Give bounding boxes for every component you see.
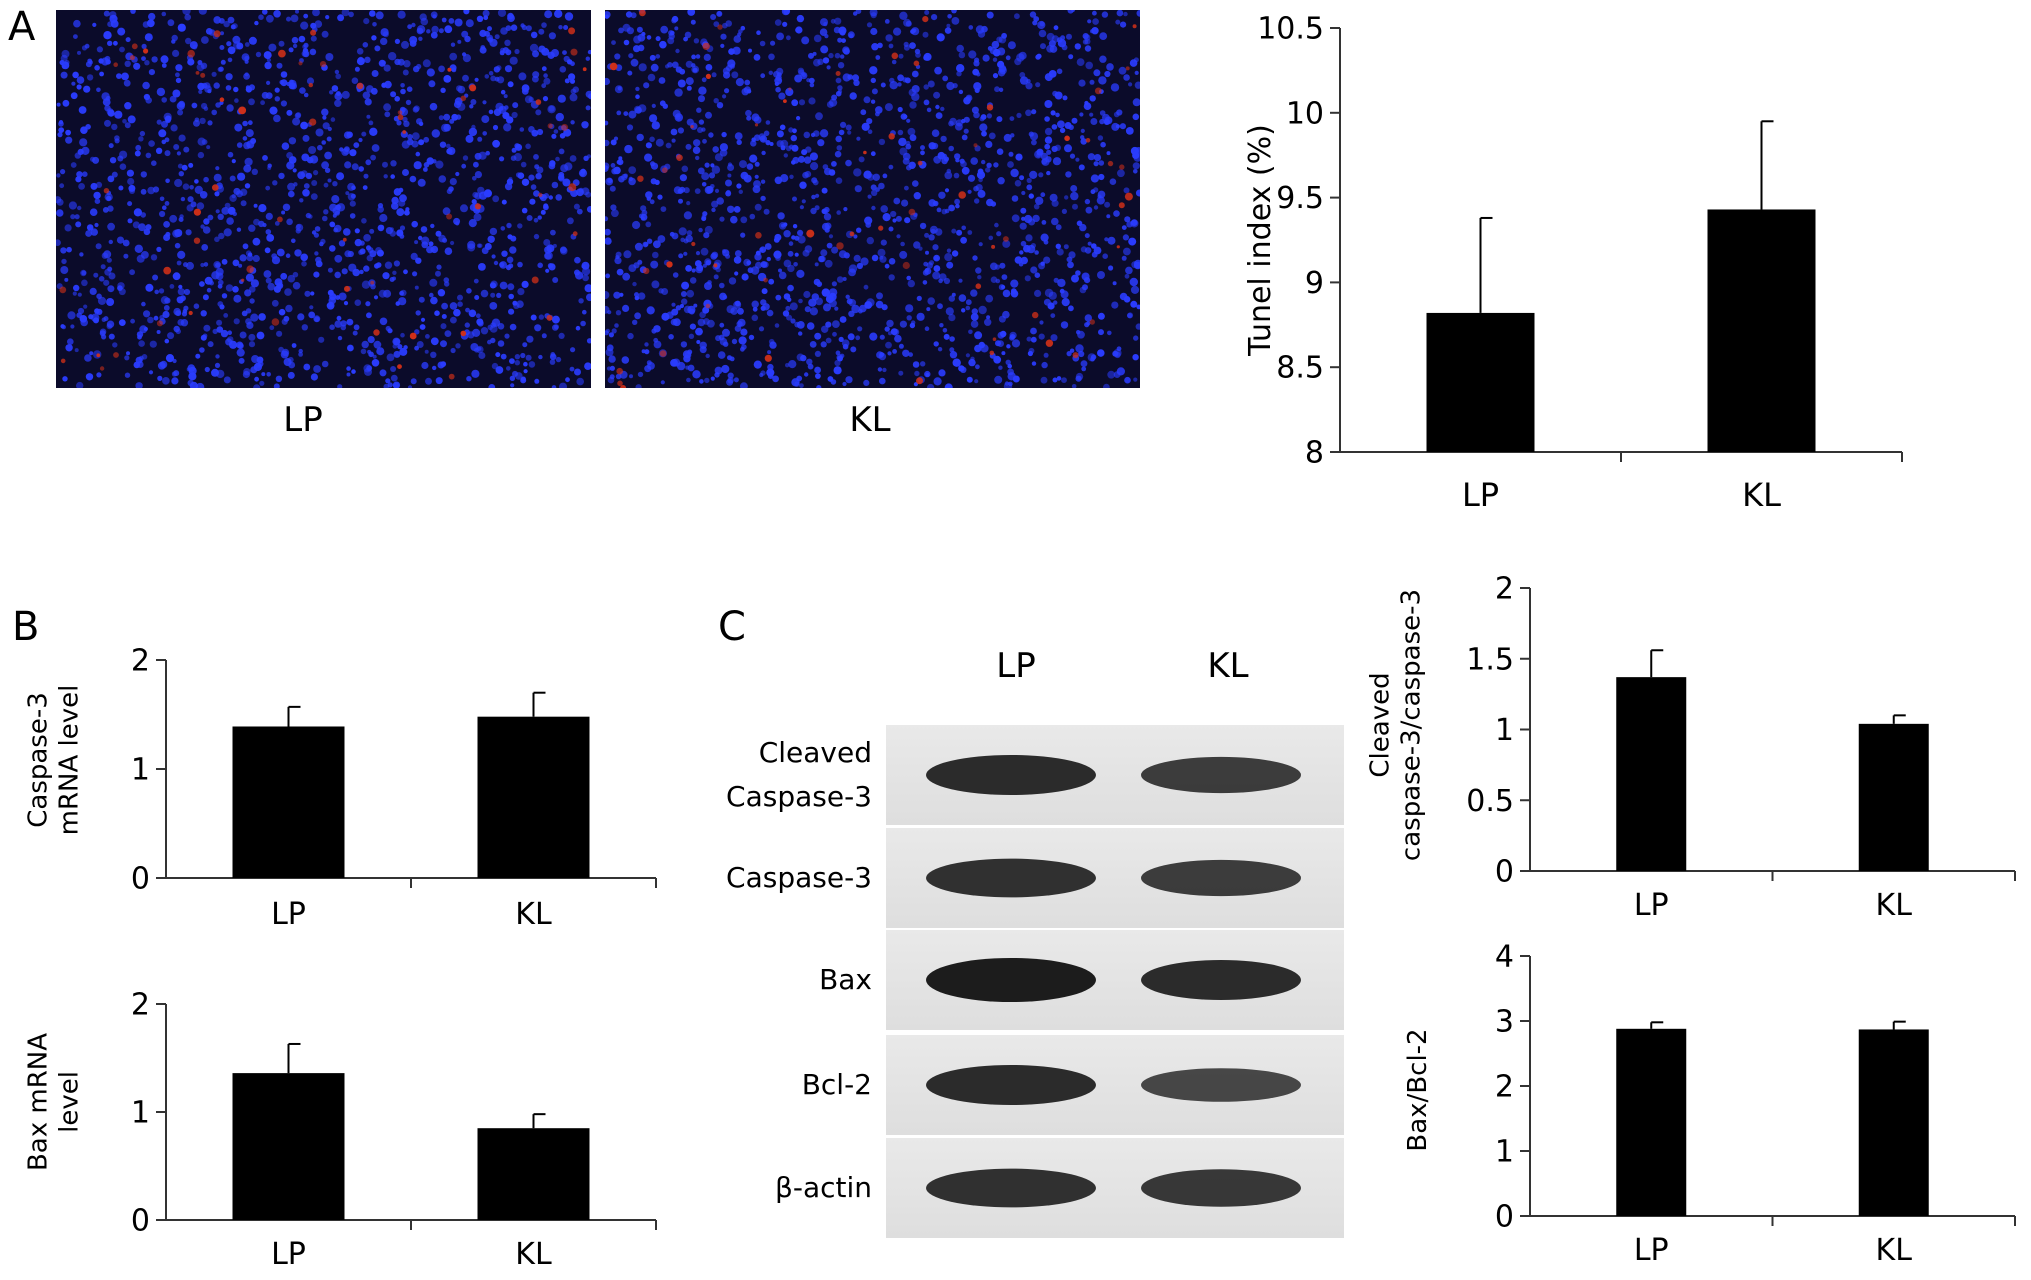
bar-kl bbox=[1858, 723, 1929, 871]
blot-band bbox=[926, 1168, 1096, 1208]
bar-lp bbox=[232, 726, 345, 878]
tunel-signal bbox=[609, 10, 1137, 388]
y-axis-label: Bax mRNAlevel bbox=[23, 1033, 84, 1171]
blot-row-label: Cleaved Caspase-3 bbox=[692, 731, 872, 819]
blot-row-label-line: Cleaved bbox=[758, 736, 872, 769]
blot-strip bbox=[886, 930, 1344, 1030]
x-category-label: LP bbox=[271, 1237, 306, 1272]
y-tick-label: 10 bbox=[1286, 96, 1324, 131]
blot-band bbox=[1141, 1169, 1301, 1207]
blot-strip bbox=[886, 725, 1344, 825]
bar-lp bbox=[1616, 677, 1687, 871]
panel-letter-c: C bbox=[718, 604, 746, 650]
y-tick-label: 1 bbox=[131, 753, 150, 788]
y-tick-label: 0.5 bbox=[1466, 784, 1514, 819]
y-axis-label: Cleavedcaspase-3/caspase-3 bbox=[1365, 589, 1426, 861]
bar-kl bbox=[1858, 1029, 1929, 1216]
y-tick-label: 4 bbox=[1495, 940, 1514, 975]
y-tick-label: 8.5 bbox=[1276, 351, 1324, 386]
y-tick-label: 0 bbox=[1495, 1200, 1514, 1235]
x-category-label: LP bbox=[271, 897, 306, 932]
blot-row-label-line: Bcl-2 bbox=[801, 1068, 872, 1101]
bar-lp bbox=[232, 1073, 345, 1220]
blot-band bbox=[1141, 859, 1301, 897]
bar-lp bbox=[1426, 312, 1535, 452]
blot-column-kl: KL bbox=[1207, 646, 1249, 686]
blot-band bbox=[926, 858, 1096, 898]
blot-band bbox=[1141, 959, 1301, 1001]
blot-row-label-line: Caspase-3 bbox=[726, 861, 872, 894]
bax-mrna-chart: 0 1 2 LP KL Bax mRNAlevel bbox=[23, 988, 657, 1272]
micrograph-lp bbox=[56, 10, 591, 388]
y-axis-label: Bax/Bcl-2 bbox=[1403, 1028, 1433, 1151]
panel-letter-b: B bbox=[12, 604, 40, 650]
x-category-label: KL bbox=[1876, 1233, 1913, 1268]
nuclei bbox=[56, 10, 591, 388]
blot-strip bbox=[886, 828, 1344, 928]
blot-row-label-line: Caspase-3 bbox=[726, 780, 872, 813]
y-tick-label: 2 bbox=[131, 644, 150, 679]
micrograph-lp-image bbox=[56, 10, 591, 388]
bar-kl bbox=[477, 716, 590, 878]
blot-strip bbox=[886, 1138, 1344, 1238]
blot-row-label: β-actin bbox=[692, 1166, 872, 1210]
blot-column-lp: LP bbox=[996, 646, 1036, 686]
blot-row-label-line: Bax bbox=[819, 963, 872, 996]
bar-kl bbox=[1707, 209, 1816, 452]
cleaved-caspase3-ratio-chart: 0 0.5 1 1.5 2 LP KL Cleavedcaspase-3/caspase-3 bbox=[1365, 572, 2016, 923]
y-tick-label: 1 bbox=[1495, 713, 1514, 748]
x-category-label: KL bbox=[1742, 476, 1781, 514]
y-tick-label: 1.5 bbox=[1466, 642, 1514, 677]
blot-band bbox=[1141, 1068, 1301, 1102]
y-tick-label: 2 bbox=[1495, 572, 1514, 607]
x-category-label: LP bbox=[1634, 1233, 1669, 1268]
micrograph-lp-label: LP bbox=[283, 400, 323, 440]
blot-strip bbox=[886, 1035, 1344, 1135]
bar-lp bbox=[1616, 1028, 1687, 1216]
micrograph-kl-image bbox=[605, 10, 1140, 388]
y-tick-label: 0 bbox=[1495, 855, 1514, 890]
bax-bcl2-ratio-chart: 0 1 2 3 4 LP KL Bax/Bcl-2 bbox=[1403, 940, 2016, 1268]
bar-kl bbox=[477, 1128, 590, 1220]
y-tick-label: 1 bbox=[1495, 1135, 1514, 1170]
y-tick-label: 3 bbox=[1495, 1005, 1514, 1040]
blot-row-label: Caspase-3 bbox=[692, 856, 872, 900]
x-category-label: KL bbox=[1876, 888, 1913, 923]
y-axis-label: Tunel index (%) bbox=[1243, 124, 1278, 357]
x-category-label: KL bbox=[515, 1237, 552, 1272]
y-tick-label: 2 bbox=[1495, 1070, 1514, 1105]
micrograph-kl bbox=[605, 10, 1140, 388]
blot-row-label: Bax bbox=[692, 958, 872, 1002]
x-category-label: LP bbox=[1462, 476, 1499, 514]
blot-band bbox=[926, 754, 1096, 796]
y-tick-label: 9 bbox=[1305, 266, 1324, 301]
y-tick-label: 0 bbox=[131, 862, 150, 897]
y-tick-label: 10.5 bbox=[1257, 12, 1324, 47]
y-axis-label: Caspase-3mRNA level bbox=[23, 685, 84, 836]
x-category-label: KL bbox=[515, 897, 552, 932]
blot-band bbox=[926, 958, 1096, 1002]
tunel-index-chart: 8 8.5 9 9.5 10 10.5 LP KL Tunel index (%) bbox=[1243, 12, 1903, 514]
y-tick-label: 0 bbox=[131, 1204, 150, 1239]
blot-band bbox=[926, 1064, 1096, 1106]
y-tick-label: 2 bbox=[131, 988, 150, 1023]
blot-row-label: Bcl-2 bbox=[692, 1063, 872, 1107]
y-tick-label: 9.5 bbox=[1276, 181, 1324, 216]
y-tick-label: 8 bbox=[1305, 436, 1324, 471]
blot-band bbox=[1141, 756, 1301, 794]
micrograph-kl-label: KL bbox=[849, 400, 891, 440]
panel-letter-a: A bbox=[8, 4, 36, 50]
x-category-label: LP bbox=[1634, 888, 1669, 923]
y-tick-label: 1 bbox=[131, 1096, 150, 1131]
caspase3-mrna-chart: 0 1 2 LP KL Caspase-3mRNA level bbox=[23, 644, 657, 932]
blot-row-label-line: β-actin bbox=[774, 1171, 872, 1204]
tunel-signal bbox=[59, 27, 587, 380]
